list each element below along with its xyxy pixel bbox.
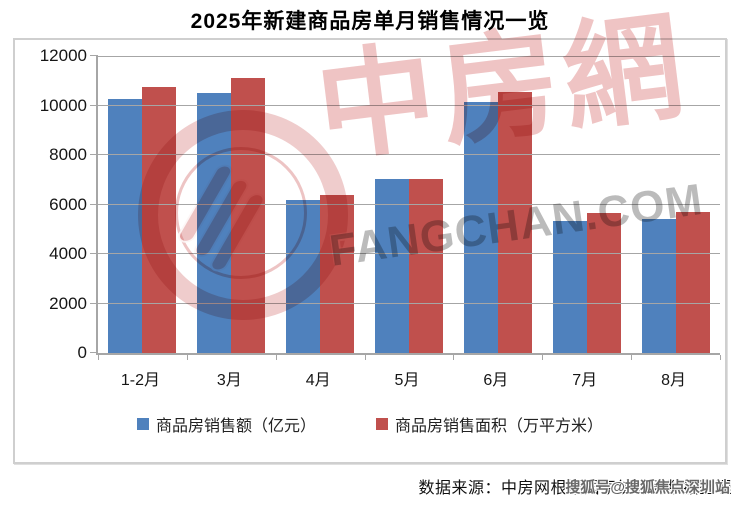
bar-商品房销售面积（万平方米）-1-2月	[142, 86, 177, 353]
gridline	[98, 203, 720, 205]
sohu-watermark-text: 搜狐号@搜狐焦点深圳站	[565, 479, 730, 496]
legend-swatch-icon	[136, 418, 149, 430]
x-axis-tick	[98, 355, 99, 360]
x-axis-tick	[720, 355, 721, 360]
bar-商品房销售面积（万平方米）-5月	[409, 178, 443, 353]
legend-item: 商品房销售面积（万平方米）	[376, 412, 603, 436]
y-tick-label: 6000	[49, 194, 87, 214]
y-tick-label: 8000	[49, 145, 87, 164]
bar-商品房销售额（亿元）-8月	[641, 219, 676, 353]
y-axis-tick	[90, 154, 98, 155]
x-tick-label: 1-2月	[120, 372, 160, 389]
bar-商品房销售面积（万平方米）-8月	[675, 211, 710, 353]
y-tick-label: 10000	[39, 95, 87, 115]
x-axis-tick	[453, 355, 455, 360]
bar-商品房销售面积（万平方米）-4月	[320, 194, 355, 353]
data-source-text: 数据来源：中房网根据国家统计局数据整理	[418, 480, 732, 497]
y-axis-tick	[90, 302, 98, 304]
bar-商品房销售额（亿元）-1-2月	[108, 99, 143, 353]
y-axis-tick	[90, 203, 98, 205]
x-axis-tick	[542, 355, 544, 360]
y-axis-tick	[90, 104, 98, 106]
bar-商品房销售面积（万平方米）-6月	[497, 91, 532, 353]
plot-area	[90, 55, 721, 360]
x-tick-label: 5月	[394, 372, 420, 389]
x-axis-tick	[186, 355, 188, 360]
x-axis-labels: 1-2月 3月 4月 5月 6月 7月 8月	[96, 366, 718, 390]
x-tick-label: 4月	[305, 372, 331, 389]
bar-group-8月	[631, 56, 720, 353]
bar-group-4月	[276, 56, 365, 353]
x-axis-tick	[364, 355, 366, 360]
x-tick-label: 3月	[216, 372, 242, 389]
bar-商品房销售面积（万平方米）-3月	[231, 78, 266, 353]
bar-商品房销售额（亿元）-3月	[197, 93, 232, 353]
x-tick-label: 7月	[572, 372, 598, 389]
y-tick-label: 0	[77, 343, 87, 362]
legend-swatch-icon	[376, 418, 388, 430]
bar-商品房销售额（亿元）-6月	[463, 101, 498, 353]
y-axis-tick	[90, 352, 98, 353]
gridline	[98, 154, 720, 155]
bar-group-5月	[365, 56, 454, 353]
y-axis-tick	[90, 55, 98, 56]
gridline	[98, 104, 720, 106]
x-axis-tick	[275, 355, 277, 360]
y-axis-labels: 0 2000 4000 6000 8000 10000 12000	[21, 46, 87, 362]
bar-商品房销售额（亿元）-7月	[552, 220, 587, 353]
legend-item: 商品房销售额（亿元）	[136, 412, 316, 436]
chart-title: 2025年新建商品房单月销售情况一览	[190, 10, 550, 33]
y-tick-label: 12000	[39, 46, 87, 65]
gridline	[98, 253, 720, 254]
y-axis-tick	[90, 253, 98, 254]
bar-group-3月	[187, 56, 276, 353]
x-tick-label: 8月	[661, 372, 687, 389]
legend: 商品房销售额（亿元） 商品房销售面积（万平方米）	[15, 412, 725, 436]
bar-商品房销售额（亿元）-5月	[375, 178, 409, 353]
gridline	[98, 56, 720, 57]
bars-row	[98, 56, 720, 353]
legend-label: 商品房销售额（亿元）	[155, 418, 316, 435]
x-axis-tick	[631, 355, 633, 360]
gridline	[98, 302, 720, 304]
bar-商品房销售面积（万平方米）-7月	[586, 213, 621, 353]
bar-group-6月	[453, 56, 542, 353]
bar-group-7月	[542, 56, 631, 353]
bar-group-1-2月	[98, 56, 187, 353]
x-tick-label: 6月	[483, 372, 509, 389]
y-tick-label: 4000	[49, 244, 87, 263]
bar-商品房销售额（亿元）-4月	[286, 199, 321, 353]
chart-frame: 0 2000 4000 6000 8000 10000 12000 1-2月 3月 4月 5月 6月…	[13, 38, 727, 464]
legend-label: 商品房销售面积（万平方米）	[395, 418, 604, 435]
y-tick-label: 2000	[49, 293, 87, 313]
